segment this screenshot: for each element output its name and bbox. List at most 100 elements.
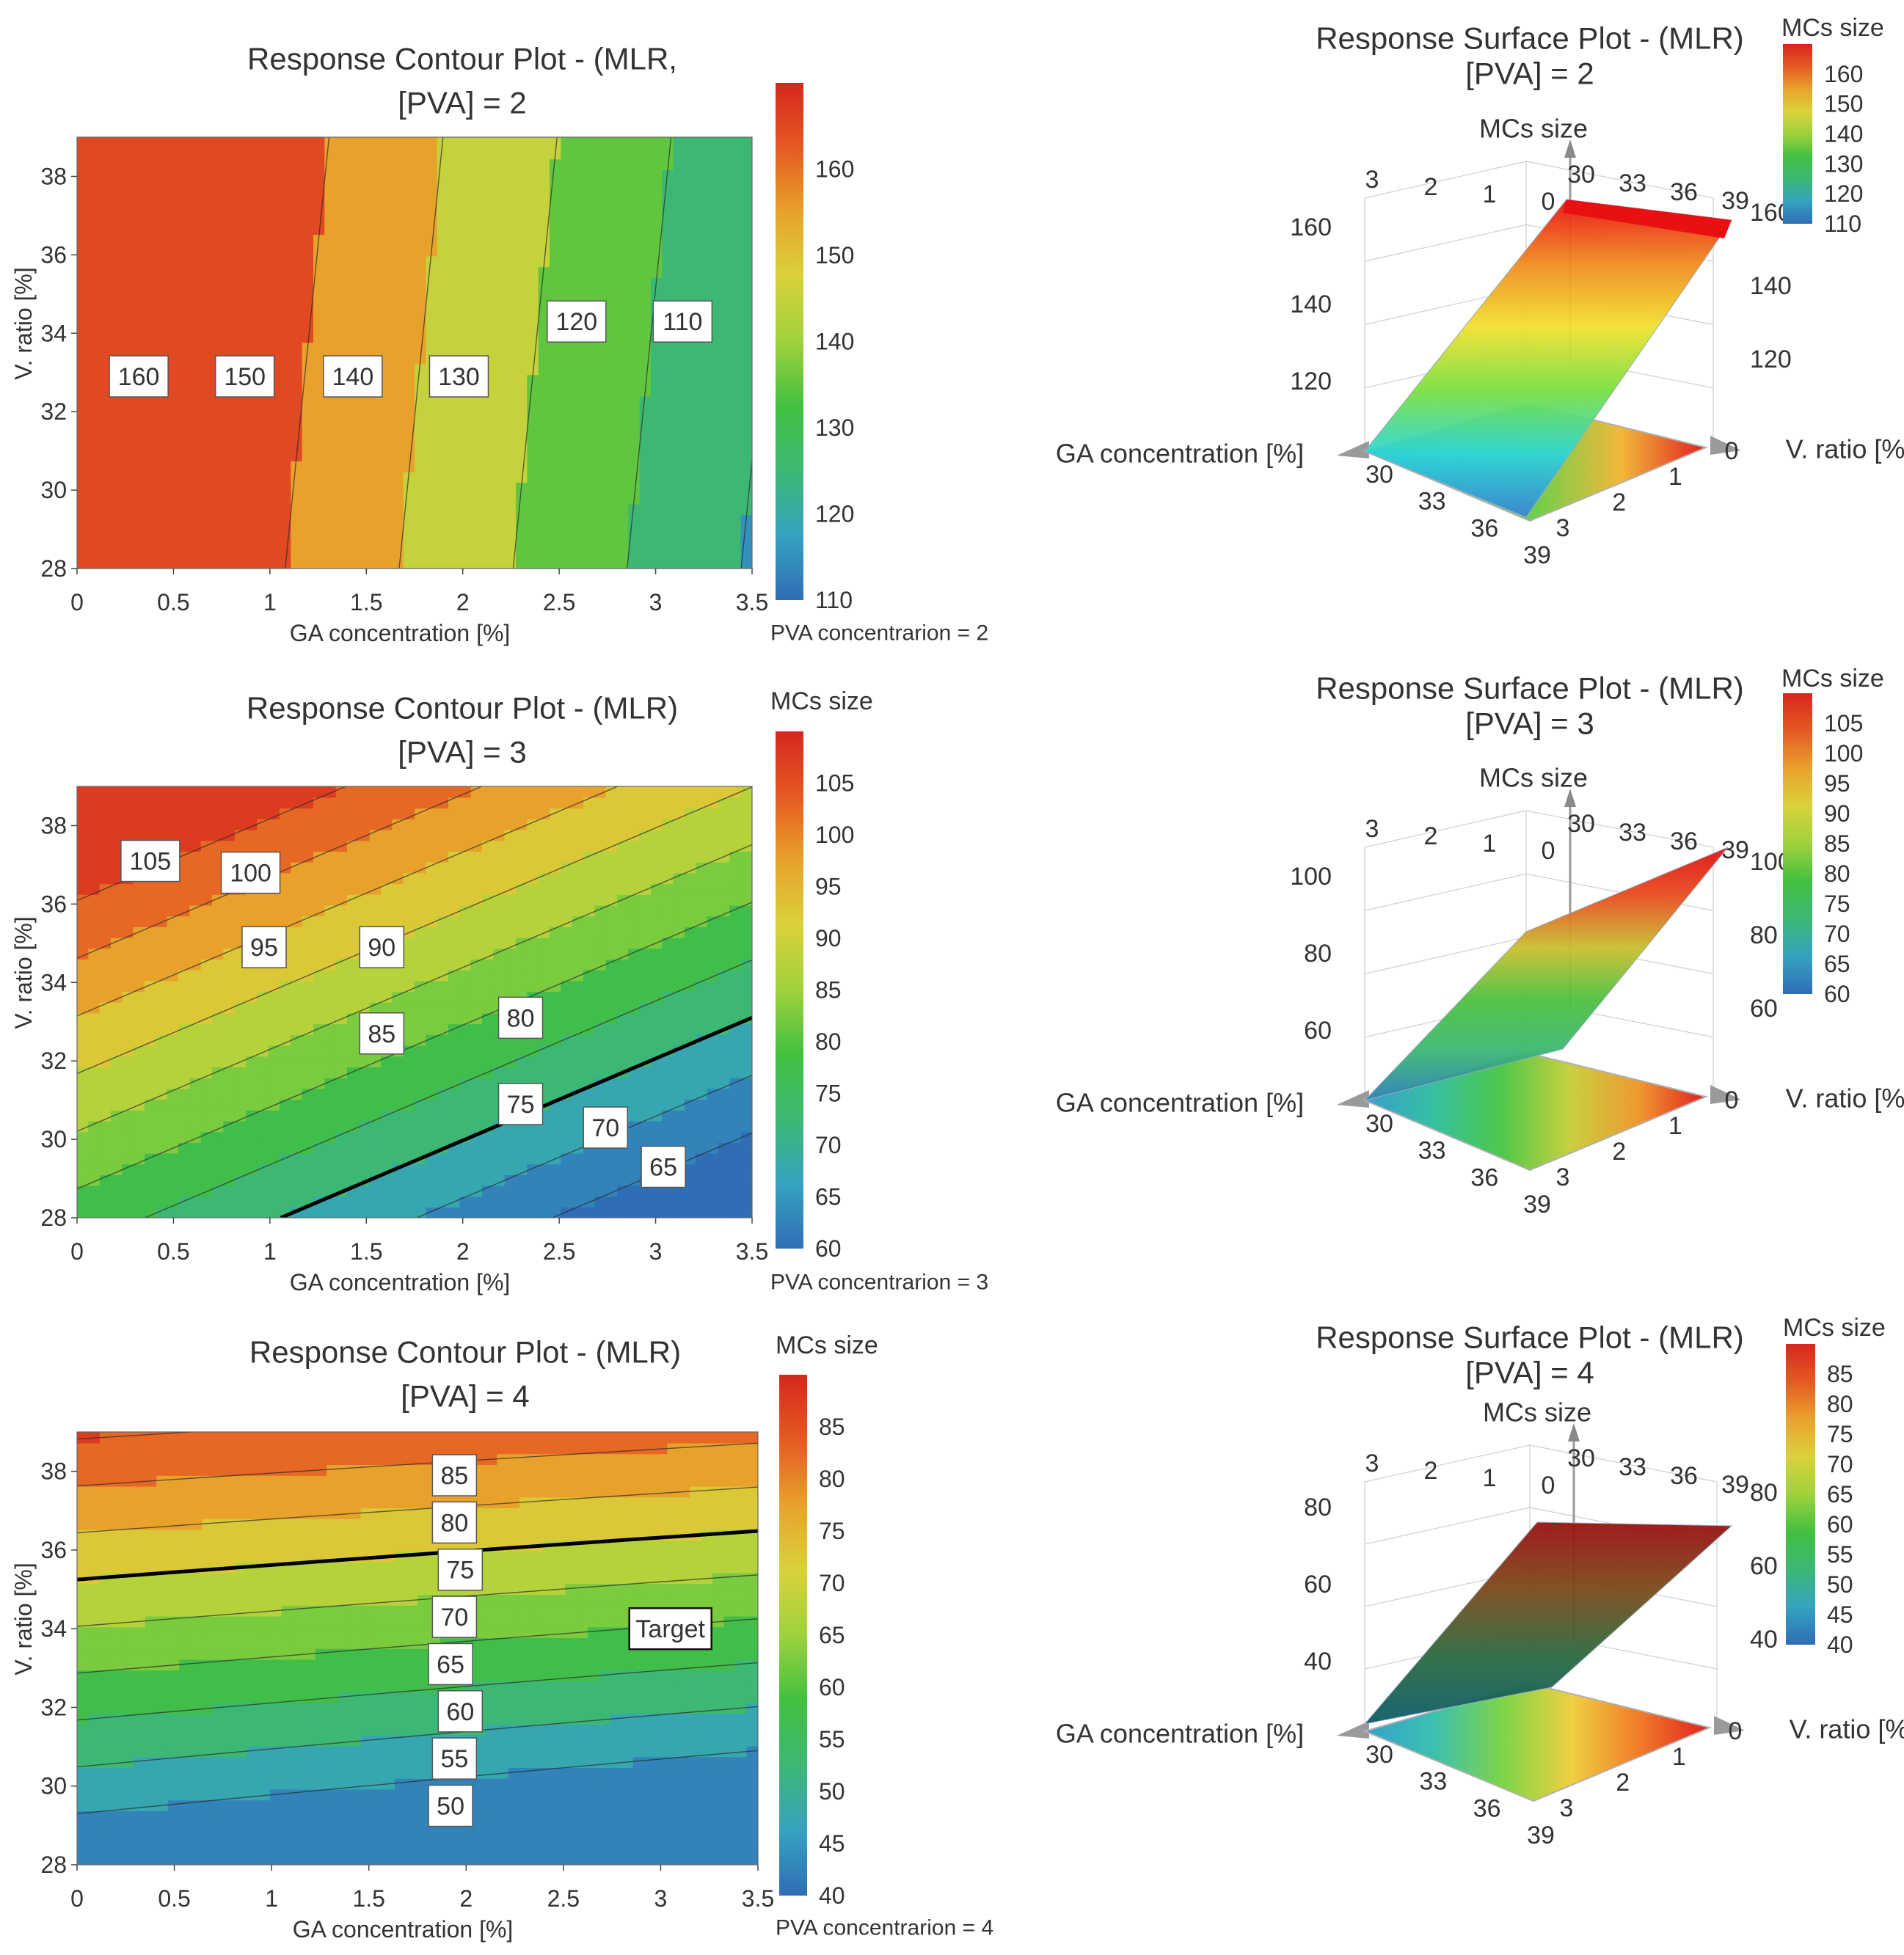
contour-cell	[381, 439, 393, 451]
contour-cell	[268, 819, 280, 830]
contour-cell	[493, 406, 506, 418]
contour-cell	[561, 1152, 573, 1165]
contour-cell	[448, 883, 461, 895]
contour-cell	[324, 797, 337, 809]
contour-cell	[470, 861, 483, 874]
contour-cell	[426, 1120, 438, 1133]
contour-cell	[358, 169, 371, 181]
contour-cell	[77, 417, 90, 429]
contour-cell	[673, 406, 685, 418]
contour-cell	[707, 191, 719, 202]
contour-cell	[381, 180, 393, 192]
contour-cell	[493, 786, 506, 798]
contour-cell	[673, 158, 685, 170]
contour-cell	[369, 493, 382, 505]
contour-cell	[122, 991, 134, 1003]
contour-cell	[257, 299, 269, 310]
contour-cell	[167, 255, 179, 268]
contour-cell	[617, 819, 630, 830]
contour-cell	[280, 471, 292, 483]
contour-cell	[122, 461, 134, 472]
contour-cell	[482, 1196, 495, 1208]
contour-line	[627, 137, 672, 569]
contour-cell	[280, 1196, 292, 1208]
contour-cell	[482, 169, 495, 181]
contour-cell	[594, 948, 607, 960]
contour-cell	[133, 299, 145, 310]
contour-cell	[88, 991, 101, 1003]
contour-cell	[628, 1099, 641, 1111]
contour-cell	[369, 808, 382, 819]
contour-cell	[594, 417, 607, 429]
contour-cell	[167, 1120, 179, 1133]
contour-cell	[99, 223, 112, 235]
contour-cell	[335, 137, 348, 149]
contour-cell	[99, 1163, 112, 1175]
contour-cell	[470, 417, 483, 429]
contour-cell	[448, 202, 461, 213]
contour-cell	[572, 840, 584, 852]
contour-cell	[448, 310, 461, 321]
contour-cell	[99, 1152, 112, 1165]
contour-cell	[504, 851, 517, 863]
contour-cell	[572, 1034, 584, 1046]
contour-cell	[561, 1067, 573, 1078]
contour-cell	[223, 819, 236, 830]
contour-cell	[673, 180, 685, 192]
contour-cell	[504, 872, 517, 885]
contour-cell	[313, 320, 326, 332]
contour-cell	[189, 927, 202, 938]
contour-cell	[156, 202, 168, 213]
contour-cell	[651, 969, 663, 982]
contour-cell	[538, 266, 550, 278]
contour-cell	[111, 342, 123, 354]
contour-cell	[504, 320, 517, 332]
contour-cell	[189, 1152, 202, 1165]
contour-cell	[538, 969, 550, 982]
contour-cell	[415, 905, 427, 917]
contour-cell	[99, 1034, 112, 1046]
contour-cell	[403, 331, 415, 343]
contour-cell	[605, 320, 618, 332]
contour-cell	[673, 482, 685, 494]
contour-cell	[302, 147, 314, 160]
contour-cell	[572, 212, 584, 224]
contour-cell	[426, 1196, 438, 1208]
contour-cell	[605, 991, 618, 1003]
contour-cell	[482, 969, 495, 982]
contour-cell	[572, 1163, 584, 1175]
colorbar-tick-label: 150	[815, 242, 854, 268]
contour-cell	[133, 395, 145, 408]
contour-cell	[448, 829, 461, 841]
contour-cell	[527, 385, 539, 397]
contour-cell	[538, 428, 550, 440]
contour-cell	[392, 883, 404, 895]
contour-cell	[572, 1131, 584, 1143]
contour-cell	[403, 840, 415, 852]
contour-cell	[482, 310, 495, 321]
contour-cell	[415, 525, 427, 537]
contour-cell	[538, 547, 550, 559]
contour-cell	[651, 980, 663, 993]
contour-cell	[257, 482, 269, 494]
contour-cell	[324, 1002, 337, 1014]
contour-cell	[212, 503, 225, 516]
contour-cell	[538, 363, 550, 376]
contour-cell	[234, 786, 247, 798]
contour-cell	[335, 883, 348, 895]
contour-cell	[335, 342, 348, 354]
contour-cell	[178, 883, 191, 895]
x-tick-label: 1	[263, 1238, 277, 1265]
contour-cell	[403, 894, 415, 906]
contour-cell	[594, 482, 607, 494]
contour-cell	[662, 525, 674, 537]
contour-cell	[707, 158, 719, 170]
contour-cell	[550, 969, 562, 982]
contour-cell	[482, 417, 495, 429]
contour-cell	[280, 385, 292, 397]
contour-cell	[673, 797, 685, 809]
contour-cell	[583, 1012, 596, 1025]
contour-cell	[594, 212, 607, 224]
contour-cell	[572, 158, 584, 170]
contour-cell	[662, 1110, 674, 1122]
